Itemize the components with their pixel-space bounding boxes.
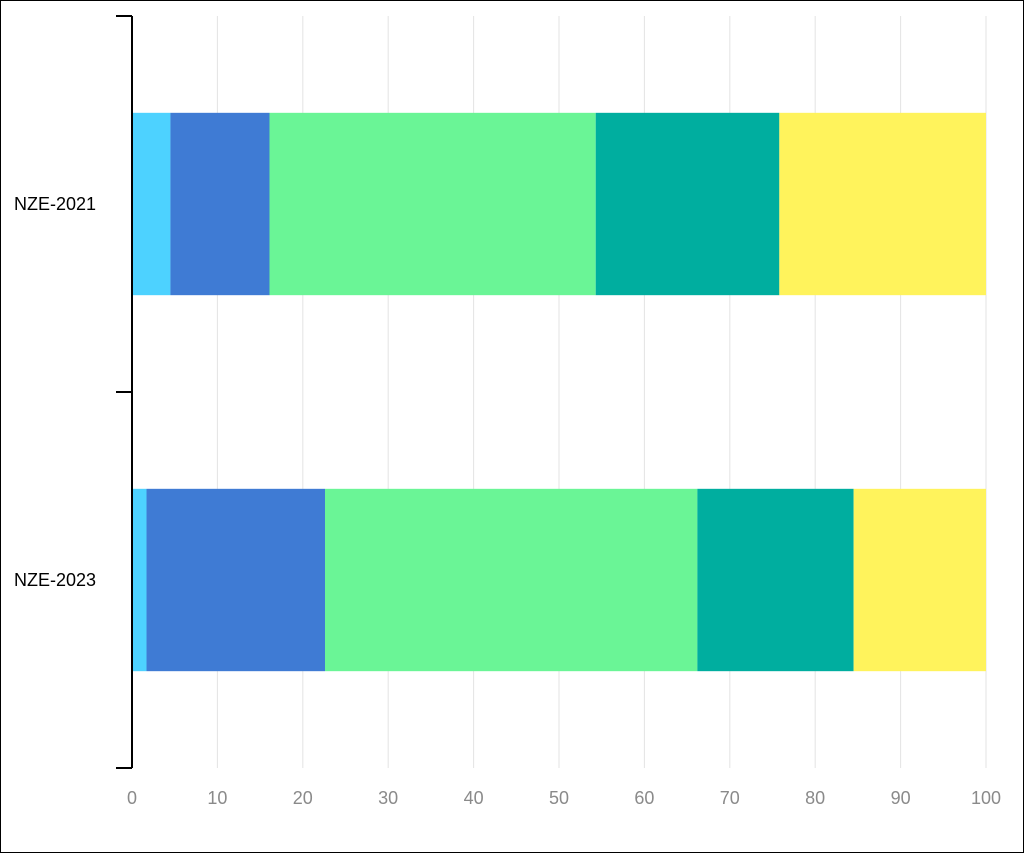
bar-nze-2023-segment-4 [697, 488, 854, 672]
x-tick-label-100: 100 [971, 788, 1001, 808]
bar-nze-2023-segment-2 [146, 488, 326, 672]
y-axis [116, 15, 133, 769]
bar-nze-2021-segment-5 [779, 112, 986, 296]
x-tick-label-20: 20 [293, 788, 313, 808]
x-tick-label-80: 80 [805, 788, 825, 808]
x-tick-labels: 0 10 20 30 40 50 60 70 80 90 100 [127, 788, 1001, 808]
bar-nze-2021-segment-2 [170, 112, 270, 296]
category-label-nze-2023: NZE-2023 [14, 570, 96, 590]
bar-nze-2021-segment-3 [269, 112, 596, 296]
x-tick-label-90: 90 [891, 788, 911, 808]
category-labels: NZE-2021 NZE-2023 [14, 194, 96, 590]
bars [132, 112, 986, 672]
x-tick-label-10: 10 [207, 788, 227, 808]
x-tick-label-0: 0 [127, 788, 137, 808]
bar-nze-2021-segment-1 [132, 112, 171, 296]
category-label-nze-2021: NZE-2021 [14, 194, 96, 214]
bar-nze-2023-segment-3 [325, 488, 698, 672]
x-tick-label-30: 30 [378, 788, 398, 808]
bar-nze-2023-segment-1 [132, 488, 147, 672]
bar-nze-2023-segment-5 [853, 488, 986, 672]
x-tick-label-40: 40 [464, 788, 484, 808]
x-tick-label-60: 60 [634, 788, 654, 808]
x-tick-label-50: 50 [549, 788, 569, 808]
bar-nze-2021-segment-4 [595, 112, 780, 296]
x-tick-label-70: 70 [720, 788, 740, 808]
